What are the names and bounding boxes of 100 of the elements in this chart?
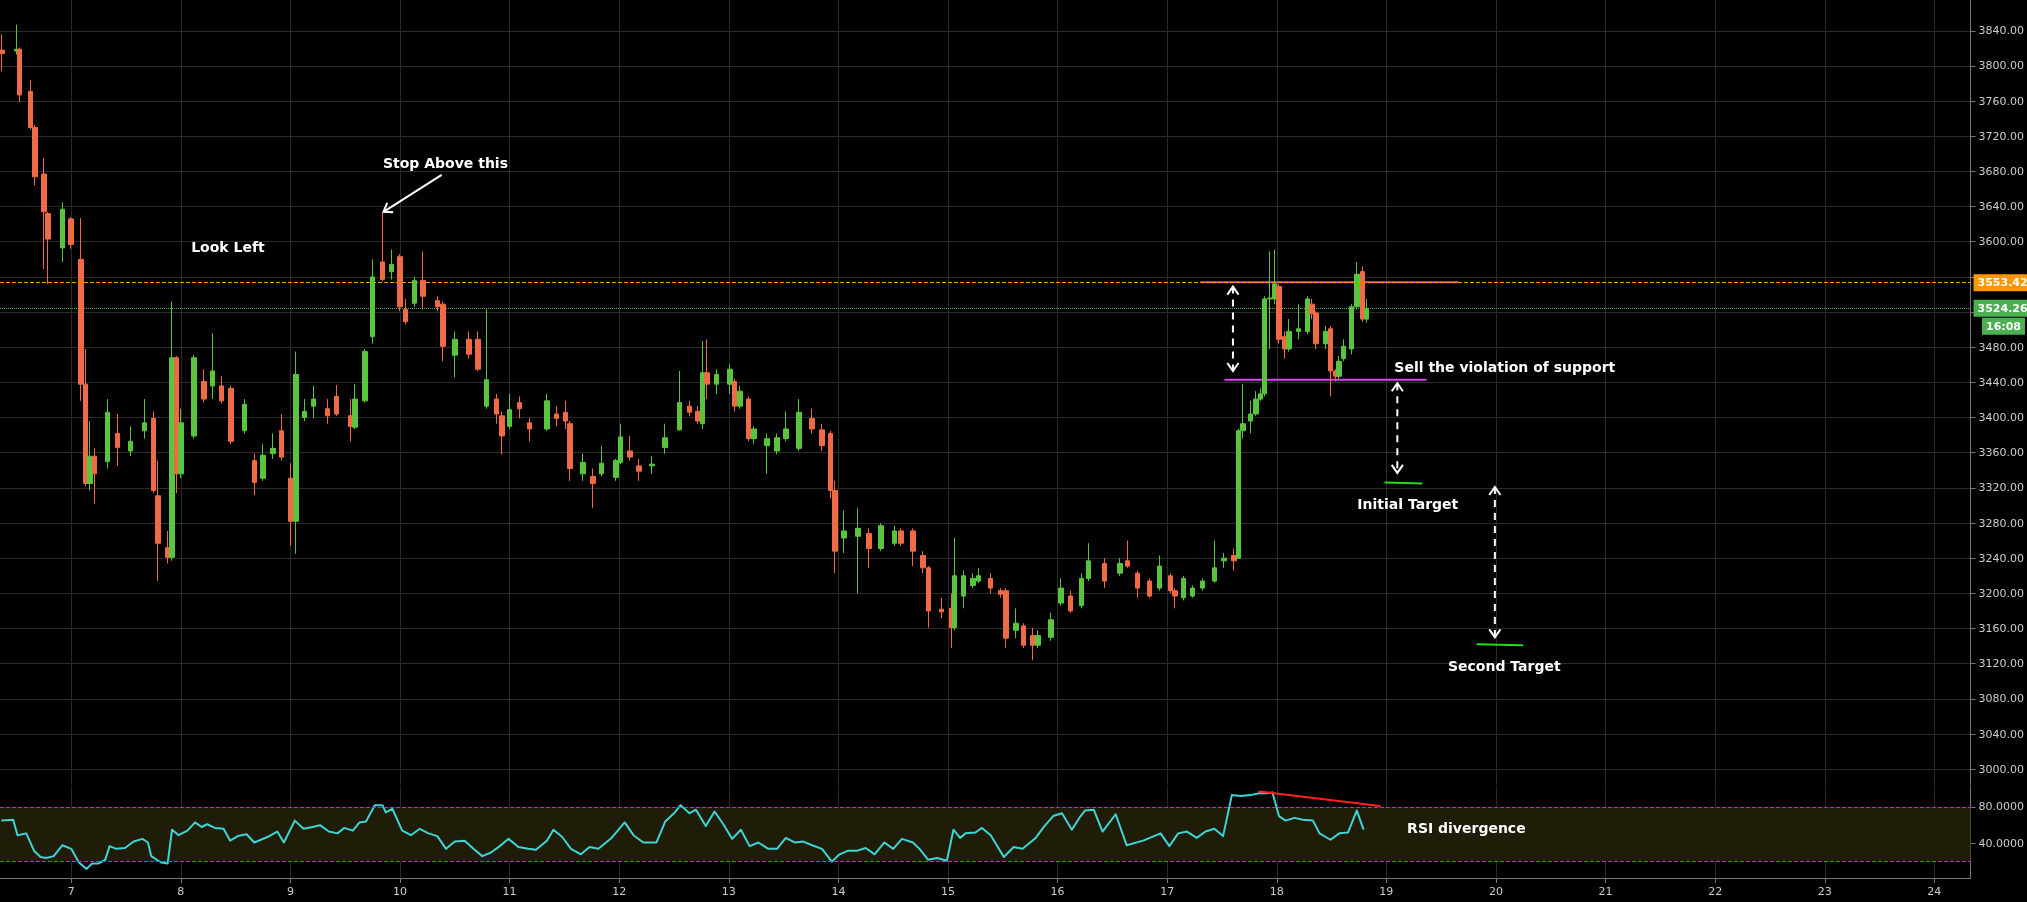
candlestick	[302, 398, 307, 422]
candlestick	[1102, 557, 1107, 589]
annotation: Look Left	[191, 239, 266, 256]
candlestick	[1079, 572, 1084, 609]
candlestick	[892, 525, 897, 547]
x-tick-label: 9	[286, 885, 294, 898]
candlestick	[1117, 557, 1123, 577]
candlestick	[210, 332, 215, 400]
candlestick	[191, 354, 197, 440]
candlestick	[334, 384, 339, 417]
candlestick	[1013, 607, 1019, 639]
candlestick	[939, 597, 944, 619]
candlestick	[362, 348, 368, 404]
candlestick	[855, 507, 861, 594]
annotation: RSI divergence	[1407, 819, 1526, 836]
candlestick	[636, 458, 642, 482]
candlestick	[961, 570, 966, 609]
candlestick	[484, 308, 489, 410]
candlestick	[599, 445, 604, 477]
candlestick	[1157, 555, 1162, 592]
candlestick	[649, 455, 655, 475]
candlestick	[627, 435, 633, 462]
candlestick	[475, 330, 481, 372]
y-tick-label: 3400.00	[1978, 411, 2025, 425]
candlestick	[866, 527, 872, 569]
candlestick	[466, 330, 472, 360]
candlestick	[1068, 590, 1073, 614]
annotation: Stop Above this	[382, 154, 509, 171]
x-tick-label: 22	[1708, 885, 1723, 898]
candlestick	[279, 413, 284, 462]
candlestick	[662, 423, 668, 455]
candlestick	[1190, 584, 1195, 599]
candlestick	[352, 383, 358, 430]
candlestick	[1048, 612, 1054, 642]
candlestick	[1125, 540, 1130, 569]
candlestick	[783, 410, 789, 442]
y-tick-label: 80.0000	[1978, 800, 2025, 814]
ref-line-label: 3524.26	[1977, 301, 2027, 315]
x-tick-label: 8	[177, 885, 185, 898]
candlestick	[952, 537, 957, 631]
y-tick-label: 3440.00	[1978, 375, 2025, 389]
candlestick	[87, 420, 93, 492]
y-tick-label: 3720.00	[1978, 129, 2025, 143]
candlestick	[499, 410, 505, 455]
candlestick	[507, 393, 512, 430]
y-tick-label: 3840.00	[1978, 24, 2025, 38]
y-tick-label: 3640.00	[1978, 200, 2025, 214]
candlestick	[242, 398, 247, 434]
candlestick	[293, 351, 299, 555]
candlestick	[1360, 265, 1365, 323]
candlestick	[809, 408, 815, 434]
candlestick	[527, 417, 532, 442]
candlestick	[1221, 552, 1227, 569]
candlestick	[1286, 318, 1292, 353]
candlestick	[494, 393, 499, 425]
candlestick	[201, 368, 207, 404]
y-tick-label: 3040.00	[1978, 727, 2025, 741]
y-tick-label: 3080.00	[1978, 692, 2025, 706]
candlestick	[700, 340, 705, 430]
candlestick	[517, 395, 522, 419]
candlestick	[1364, 298, 1369, 324]
x-tick-label: 21	[1598, 885, 1613, 898]
candlestick	[737, 385, 743, 410]
candlestick	[841, 510, 847, 554]
ref-line-label: 3553.42	[1977, 276, 2027, 290]
candlestick	[178, 408, 184, 479]
candlestick	[1021, 622, 1026, 649]
x-tick-label: 10	[393, 885, 408, 898]
candlestick	[1181, 575, 1186, 601]
annotation: Second Target	[1447, 658, 1561, 675]
candlestick	[580, 453, 586, 482]
candlestick	[252, 453, 257, 496]
candlestick	[764, 432, 770, 475]
candlestick	[554, 405, 559, 427]
x-tick-label: 11	[502, 885, 517, 898]
candlestick	[380, 211, 385, 282]
candlestick	[544, 393, 550, 432]
candlestick	[68, 216, 74, 250]
candlestick	[348, 398, 353, 442]
candlestick	[1058, 577, 1064, 607]
candlestick	[1305, 295, 1310, 335]
candlestick	[389, 249, 394, 281]
y-tick-label: 3120.00	[1978, 657, 2025, 671]
candlestick	[1231, 548, 1237, 572]
candlestick	[677, 370, 682, 432]
y-tick-label: 3480.00	[1978, 340, 2025, 354]
candlestick	[325, 398, 330, 425]
candlestick	[370, 258, 375, 345]
candlestick	[1328, 325, 1333, 397]
x-tick-label: 7	[67, 885, 75, 898]
candlestick	[142, 398, 147, 440]
y-tick-label: 3320.00	[1978, 481, 2025, 495]
candlestick	[115, 413, 120, 467]
y-tick-label: 3280.00	[1978, 516, 2025, 530]
candlestick	[1135, 570, 1140, 599]
y-tick-label: 3760.00	[1978, 94, 2025, 108]
candlestick	[403, 298, 408, 325]
y-tick-label: 3600.00	[1978, 235, 2025, 249]
x-tick-label: 19	[1379, 885, 1394, 898]
candlestick	[878, 522, 884, 552]
